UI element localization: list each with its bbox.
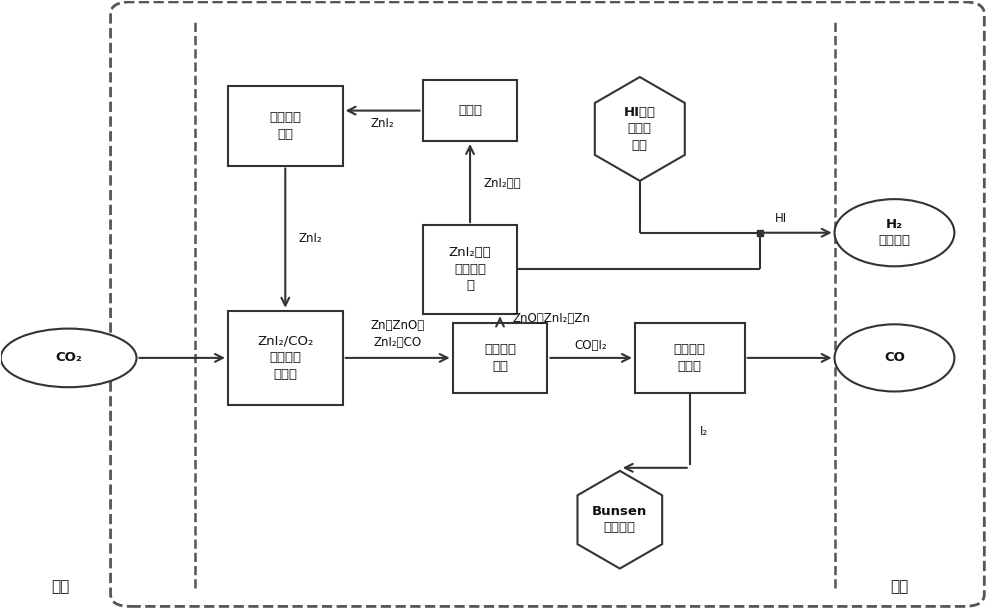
Ellipse shape [1, 329, 137, 387]
Text: I₂: I₂ [700, 425, 708, 438]
Text: HI: HI [775, 212, 787, 225]
FancyBboxPatch shape [423, 80, 517, 141]
Text: CO、I₂: CO、I₂ [575, 339, 607, 352]
FancyBboxPatch shape [423, 225, 517, 313]
Text: ZnI₂溶液: ZnI₂溶液 [483, 177, 521, 190]
Text: ZnI₂/CO₂
分解反应
发生器: ZnI₂/CO₂ 分解反应 发生器 [257, 335, 313, 381]
FancyBboxPatch shape [228, 310, 343, 405]
Text: ZnI₂: ZnI₂ [371, 117, 394, 130]
Ellipse shape [835, 199, 954, 266]
Text: ZnI₂生成
反应发生
器: ZnI₂生成 反应发生 器 [449, 247, 491, 293]
Text: ZnI₂: ZnI₂ [298, 231, 322, 245]
Polygon shape [577, 471, 662, 569]
Text: HI相浓
缩分解
系统: HI相浓 缩分解 系统 [624, 106, 656, 152]
Ellipse shape [835, 324, 954, 392]
Text: 原料: 原料 [51, 580, 70, 594]
FancyBboxPatch shape [635, 323, 745, 393]
Text: H₂
（微量）: H₂ （微量） [878, 218, 910, 247]
Text: CO: CO [884, 351, 905, 364]
Text: 蕲馏塔: 蕲馏塔 [458, 104, 482, 117]
Text: Bunsen
反应系统: Bunsen 反应系统 [592, 505, 647, 534]
Text: 砘分离回
收装置: 砘分离回 收装置 [674, 343, 706, 373]
Text: CO₂: CO₂ [55, 351, 82, 364]
FancyBboxPatch shape [453, 323, 547, 393]
Text: 固体给料
装置: 固体给料 装置 [269, 111, 301, 141]
FancyBboxPatch shape [228, 86, 343, 166]
Text: 产品: 产品 [890, 580, 909, 594]
Text: ZnO、ZnI₂、Zn: ZnO、ZnI₂、Zn [513, 312, 591, 325]
Text: Zn、ZnO、
ZnI₂、CO: Zn、ZnO、 ZnI₂、CO [371, 319, 425, 349]
Polygon shape [595, 77, 685, 181]
Text: 气固分离
装置: 气固分离 装置 [484, 343, 516, 373]
